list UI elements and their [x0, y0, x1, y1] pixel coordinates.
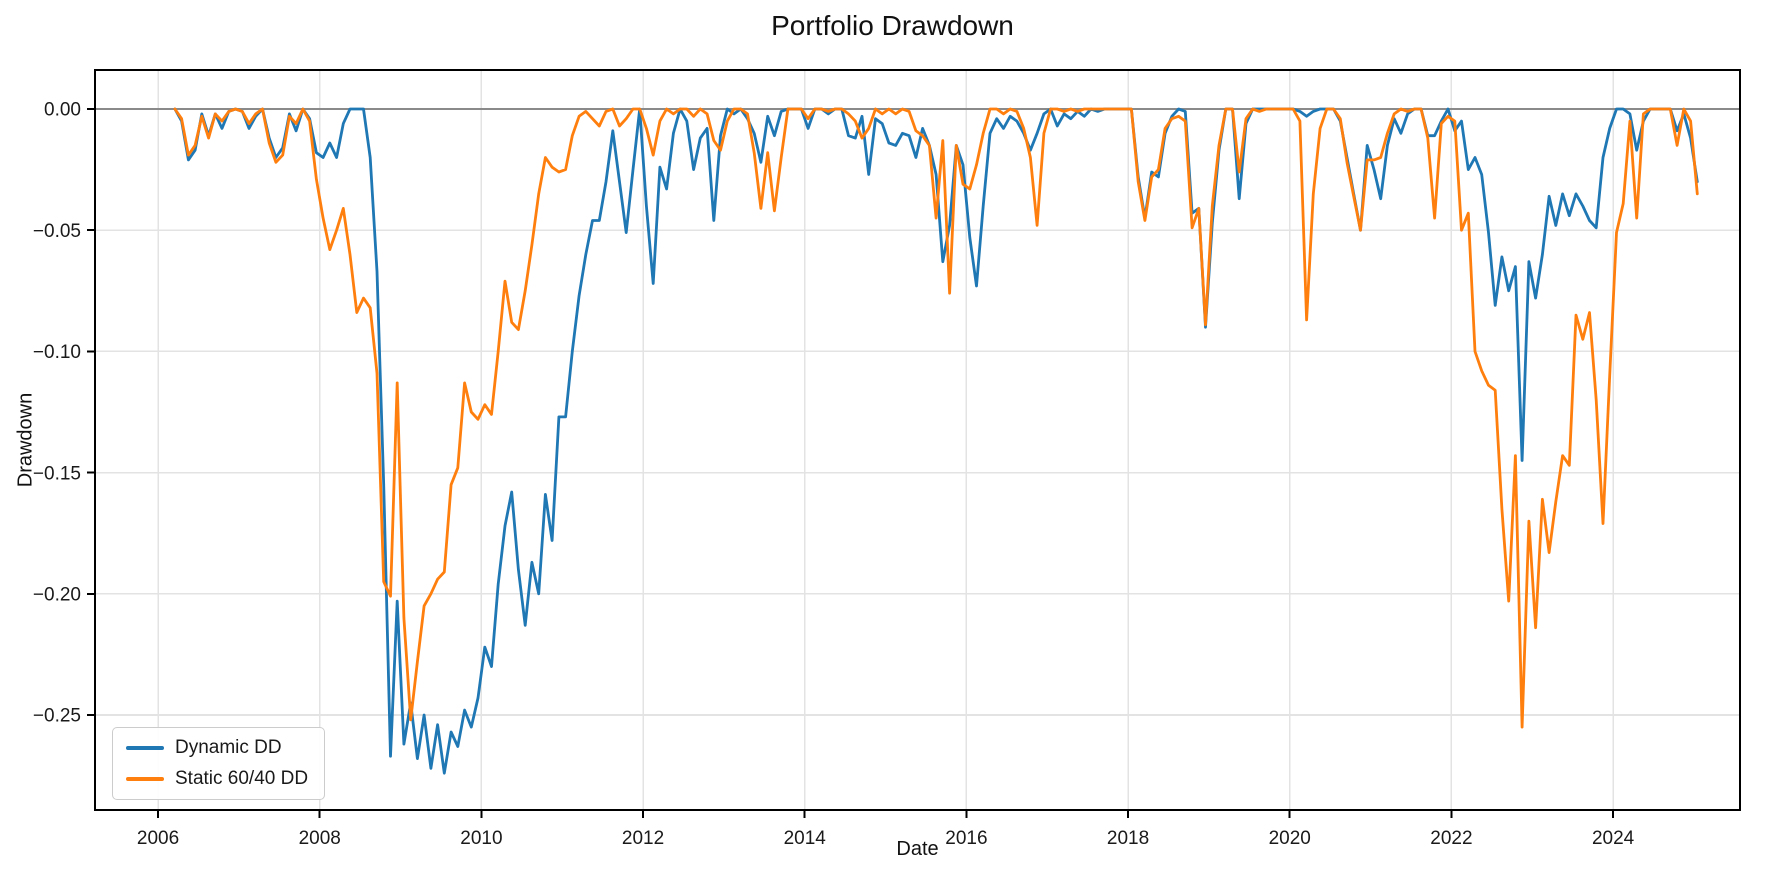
x-tick-label: 2008	[299, 828, 341, 849]
x-tick-label: 2010	[460, 828, 502, 849]
y-axis-label: Drawdown	[14, 392, 37, 488]
x-tick-label: 2016	[945, 828, 987, 849]
y-tick-label: −0.15	[33, 463, 81, 484]
x-tick-label: 2024	[1592, 828, 1635, 849]
x-tick-label: 2022	[1430, 828, 1472, 849]
x-axis-label: Date	[896, 838, 939, 860]
series-line-static-6040-dd	[173, 107, 1699, 729]
legend-item-dynamic-dd: Dynamic DD	[126, 737, 308, 759]
legend-item-static-6040-dd: Static 60/40 DD	[126, 768, 308, 790]
series-line-dynamic-dd	[173, 107, 1699, 775]
x-tick-label: 2014	[784, 828, 827, 849]
legend-label-dynamic-dd: Dynamic DD	[175, 737, 282, 758]
legend-swatch-static-6040-dd	[126, 777, 164, 781]
y-tick-label: −0.05	[33, 221, 81, 242]
x-tick-label: 2018	[1107, 828, 1149, 849]
x-tick-label: 2012	[622, 828, 664, 849]
axes-frame	[94, 69, 1741, 811]
legend: Dynamic DD Static 60/40 DD	[112, 727, 326, 800]
legend-label-static-6040-dd: Static 60/40 DD	[175, 768, 309, 789]
y-tick-label: −0.10	[33, 342, 81, 363]
legend-swatch-dynamic-dd	[126, 746, 164, 750]
x-tick-label: 2006	[137, 828, 179, 849]
x-tick-label: 2020	[1269, 828, 1311, 849]
y-tick-label: −0.25	[33, 706, 81, 727]
y-tick-label: 0.00	[44, 100, 81, 121]
y-tick-label: −0.20	[33, 584, 81, 605]
chart-title: Portfolio Drawdown	[771, 10, 1014, 41]
